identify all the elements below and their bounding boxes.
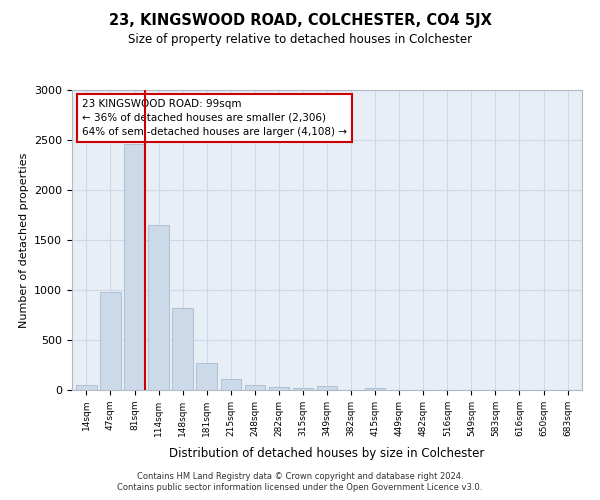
Text: 23, KINGSWOOD ROAD, COLCHESTER, CO4 5JX: 23, KINGSWOOD ROAD, COLCHESTER, CO4 5JX (109, 12, 491, 28)
Bar (365, 388, 385, 390)
Bar (221, 379, 241, 390)
Bar (148, 225, 169, 390)
Bar (172, 308, 193, 390)
X-axis label: Distribution of detached houses by size in Colchester: Distribution of detached houses by size … (169, 447, 485, 460)
Bar (124, 144, 145, 390)
Y-axis label: Number of detached properties: Number of detached properties (19, 152, 29, 328)
Text: 23 KINGSWOOD ROAD: 99sqm
← 36% of detached houses are smaller (2,306)
64% of sem: 23 KINGSWOOD ROAD: 99sqm ← 36% of detach… (82, 99, 347, 137)
Bar (317, 386, 337, 390)
Text: Size of property relative to detached houses in Colchester: Size of property relative to detached ho… (128, 32, 472, 46)
Bar (196, 363, 217, 390)
Bar (245, 385, 265, 390)
Bar (293, 388, 313, 390)
Bar (269, 387, 289, 390)
Text: Contains HM Land Registry data © Crown copyright and database right 2024.
Contai: Contains HM Land Registry data © Crown c… (118, 472, 482, 492)
Bar (100, 292, 121, 390)
Bar (76, 385, 97, 390)
